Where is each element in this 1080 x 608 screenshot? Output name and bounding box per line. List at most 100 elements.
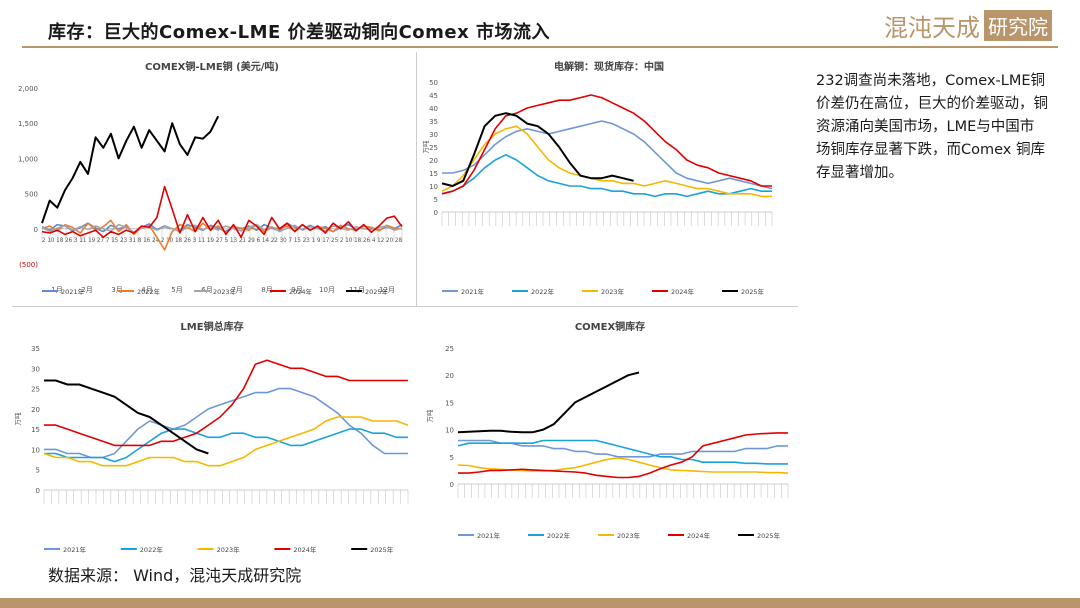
y-tick-label: 25 — [445, 345, 454, 353]
y-tick-label: 2,000 — [18, 85, 38, 93]
y-tick-label: 1,000 — [18, 155, 38, 163]
y-tick-label: 15 — [429, 170, 438, 178]
series-line-2021年 — [442, 120, 773, 190]
legend-label: 2025年 — [757, 531, 781, 540]
legend-label: 2025年 — [741, 287, 765, 296]
series-line-2025年 — [457, 371, 640, 434]
series-line-2025年 — [41, 115, 220, 224]
y-tick-label: 15 — [445, 399, 454, 407]
legend-label: 2022年 — [137, 287, 161, 296]
legend-label: 2022年 — [140, 545, 164, 554]
x-tick-labels: 2 10 18 26 3 11 19 27 7 15 23 31 8 16 24… — [42, 237, 402, 244]
y-tick-label: 10 — [31, 446, 40, 454]
legend-label: 2022年 — [531, 287, 555, 296]
y-tick-label: 0 — [36, 487, 40, 495]
x-month-label: 8月 — [261, 286, 272, 294]
data-source: 数据来源： Wind，混沌天成研究院 — [48, 566, 302, 585]
chart-china-stock-panel: 电解铜：现货库存：中国 50 45 40 35 30 25 20 15 10 5 0 万吨 2021年 20… — [420, 52, 798, 302]
legend-label: 2023年 — [617, 531, 641, 540]
y-tick-label: 20 — [429, 157, 438, 165]
chart-comex-stock-panel: COMEX铜库存 25 20 15 10 5 0 万吨 2021年 2022年 2023年 2024年… — [424, 312, 796, 546]
legend-label: 2025年 — [370, 545, 394, 554]
legend-label: 2021年 — [63, 545, 87, 554]
legend-label: 2023年 — [217, 545, 241, 554]
y-tick-label: 50 — [429, 79, 438, 87]
chart-title: COMEX铜库存 — [575, 320, 645, 333]
series-line-2022年 — [457, 439, 788, 465]
series-line-2022年 — [441, 154, 772, 198]
legend-label: 2024年 — [687, 531, 711, 540]
y-tick-label: 25 — [31, 386, 40, 394]
x-month-label: 5月 — [171, 286, 182, 294]
series-line-2021年 — [44, 387, 408, 459]
chart-lme-stock-panel: LME铜总库存 35 30 25 20 15 10 5 0 万吨 2021年 2022年 2023年 20… — [12, 312, 412, 560]
y-tick-label: 0 — [34, 226, 38, 234]
x-month-label: 9月 — [291, 286, 302, 294]
series-line-2024年 — [441, 94, 772, 195]
y-tick-label: 5 — [434, 196, 438, 204]
chart-title: 电解铜：现货库存：中国 — [554, 60, 664, 73]
y-tick-label: 15 — [31, 426, 40, 434]
chart-lme-stock: LME铜总库存 35 30 25 20 15 10 5 0 万吨 2021年 2022年 2023年 20… — [13, 320, 409, 554]
legend-label: 2024年 — [289, 287, 313, 296]
y-axis-label: 万吨 — [13, 412, 22, 426]
y-tick-label: 1,500 — [18, 120, 38, 128]
series-line-2024年 — [44, 359, 408, 447]
series-line-2024年 — [41, 185, 403, 238]
y-tick-label: 20 — [445, 372, 454, 380]
y-tick-label: 30 — [429, 131, 438, 139]
logo-main: 混沌天成 — [884, 14, 980, 42]
x-month-label: 3月 — [111, 286, 122, 294]
y-tick-label: 0 — [434, 209, 438, 217]
y-tick-label: 45 — [429, 92, 438, 100]
chart-divider-vertical — [416, 52, 417, 306]
chart-title: LME铜总库存 — [180, 320, 243, 333]
chart-spread-panel: COMEX铜-LME铜 (美元/吨) 2,000 1,500 1,000 500 0 (50… — [12, 52, 412, 302]
y-tick-label: 5 — [36, 467, 40, 475]
page-title: 库存：巨大的Comex-LME 价差驱动铜向Comex 市场流入 — [48, 22, 550, 43]
series-line-2023年 — [43, 416, 409, 467]
x-month-label: 12月 — [379, 286, 395, 294]
y-axis-label: 万吨 — [421, 140, 430, 154]
y-tick-label: 40 — [429, 105, 438, 113]
y-tick-label: 20 — [31, 406, 40, 414]
bottom-bar — [0, 598, 1080, 608]
legend-label: 2021年 — [61, 287, 85, 296]
legend-label: 2023年 — [213, 287, 237, 296]
commentary-text: 232调查尚未落地，Comex-LME铜价差仍在高位，巨大的价差驱动，铜资源涌向… — [816, 73, 1048, 181]
y-tick-label: 10 — [445, 427, 454, 435]
y-tick-label: (500) — [19, 261, 38, 269]
x-month-label: 4月 — [141, 286, 152, 294]
series-line-2022年 — [41, 219, 403, 251]
chart-divider-horizontal — [12, 306, 798, 307]
legend-label: 2021年 — [477, 531, 501, 540]
chart-comex-stock: COMEX铜库存 25 20 15 10 5 0 万吨 2021年 2022年 2023年 2024年… — [425, 320, 789, 540]
x-month-label: 2月 — [81, 286, 92, 294]
legend-label: 2023年 — [601, 287, 625, 296]
series-line-2022年 — [44, 428, 408, 463]
y-tick-label: 35 — [31, 345, 40, 353]
company-logo: 混沌天成 研究院 — [884, 8, 1052, 43]
x-month-label: 10月 — [319, 286, 335, 294]
chart-title: COMEX铜-LME铜 (美元/吨) — [145, 60, 279, 73]
y-tick-label: 10 — [429, 183, 438, 191]
y-tick-label: 0 — [450, 481, 454, 489]
series-line-2025年 — [441, 112, 634, 187]
legend-label: 2025年 — [365, 287, 389, 296]
series-line-2023年 — [441, 125, 772, 198]
legend-label: 2022年 — [547, 531, 571, 540]
header-divider — [22, 46, 1058, 48]
y-tick-label: 25 — [429, 144, 438, 152]
y-tick-label: 500 — [25, 191, 38, 199]
y-tick-label: 35 — [429, 118, 438, 126]
legend-label: 2021年 — [461, 287, 485, 296]
legend-label: 2024年 — [671, 287, 695, 296]
y-axis-label: 万吨 — [425, 409, 434, 423]
x-month-label: 7月 — [231, 286, 242, 294]
legend-label: 2024年 — [293, 545, 317, 554]
y-tick-label: 30 — [31, 365, 40, 373]
logo-box: 研究院 — [984, 10, 1052, 41]
y-tick-label: 5 — [450, 454, 454, 462]
series-line-2024年 — [458, 432, 788, 479]
